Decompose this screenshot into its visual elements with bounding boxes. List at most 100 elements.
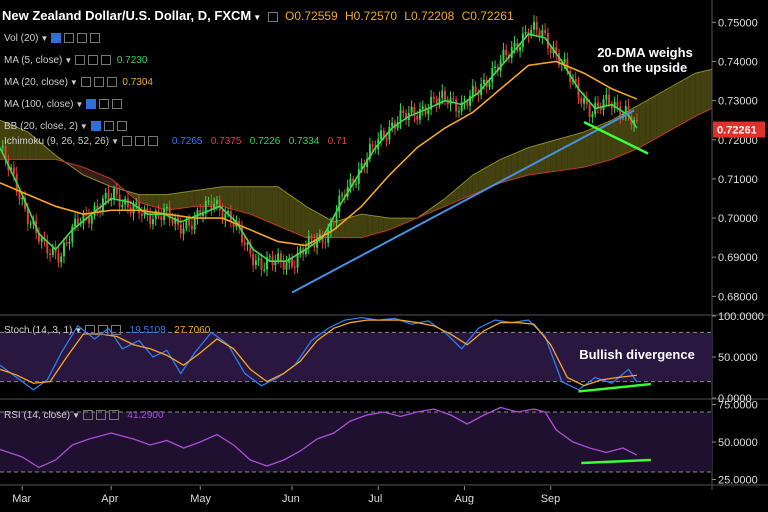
ichimoku-cloud-segment <box>77 165 84 176</box>
settings-icon[interactable] <box>134 136 145 147</box>
candle-body <box>438 97 441 106</box>
candle-body <box>37 232 40 242</box>
eye-icon[interactable] <box>83 410 94 421</box>
eye-icon[interactable] <box>75 55 86 66</box>
candle-body <box>174 217 177 224</box>
chevron-down-icon[interactable]: ▼ <box>111 137 119 146</box>
ichimoku-cloud-segment <box>178 192 184 209</box>
candle-body <box>299 248 302 253</box>
candle-body <box>535 22 538 31</box>
candle-body <box>210 200 213 210</box>
eye-icon[interactable] <box>80 77 91 88</box>
close-icon[interactable] <box>109 410 120 421</box>
ichimoku-cloud-segment <box>233 186 240 212</box>
support-trendline <box>291 109 635 294</box>
chevron-down-icon[interactable]: ▼ <box>79 122 88 131</box>
eye-icon[interactable] <box>86 99 97 110</box>
indicator-label: RSI (14, close) <box>4 410 71 421</box>
symbol-title[interactable]: New Zealand Dollar/U.S. Dollar, D, FXCM <box>2 8 252 23</box>
stoch-panel-label[interactable]: Stoch (14, 3, 1) ▼ 19.5108 27.7060 <box>4 325 210 336</box>
chevron-down-icon[interactable]: ▼ <box>40 34 49 43</box>
price-tick-label: 0.73000 <box>718 96 758 108</box>
close-icon[interactable] <box>111 325 122 336</box>
ichimoku-cloud-segment <box>483 165 490 190</box>
ichimoku-cloud-segment <box>89 169 95 180</box>
settings-icon[interactable] <box>103 121 114 132</box>
plus-icon[interactable] <box>77 33 88 44</box>
ichimoku-cloud-segment <box>83 167 89 178</box>
ichimoku-cloud-segment <box>695 71 701 117</box>
high-value: 0.72570 <box>353 9 398 23</box>
chevron-down-icon[interactable]: ▼ <box>75 100 84 109</box>
ichimoku-cloud-segment <box>11 124 17 160</box>
candle-body <box>496 66 499 71</box>
candle-body <box>391 122 394 127</box>
candle-body <box>46 241 49 254</box>
ichimoku-cloud-segment <box>528 146 534 176</box>
eye-icon[interactable] <box>90 121 101 132</box>
settings-icon[interactable] <box>93 77 104 88</box>
indicator-ma5[interactable]: MA (5, close) ▼ 0.7230 <box>4 55 147 66</box>
settings-icon[interactable] <box>98 325 109 336</box>
price-tick-label: 0.70000 <box>718 213 758 225</box>
close-icon[interactable] <box>106 77 117 88</box>
indicator-ichimoku[interactable]: Ichimoku (9, 26, 52, 26) ▼ 0.7265 0.7375 … <box>4 136 347 147</box>
candle-body <box>263 269 266 271</box>
eye-icon[interactable] <box>51 33 62 44</box>
candle-body <box>40 237 43 242</box>
close-icon[interactable] <box>101 55 112 66</box>
settings-icon[interactable] <box>88 55 99 66</box>
ichimoku-cloud-segment <box>133 193 140 203</box>
ichimoku-cloud-segment <box>467 175 473 197</box>
settings-icon[interactable] <box>64 33 75 44</box>
ichimoku-cloud-segment <box>261 186 267 222</box>
eye-icon[interactable] <box>121 136 132 147</box>
oscillator-divergence-line <box>581 458 651 465</box>
chevron-down-icon[interactable]: ▼ <box>69 78 78 87</box>
time-tick-label: Jul <box>368 493 382 505</box>
candle-body <box>605 94 608 100</box>
candle-body <box>466 101 469 106</box>
oscillator-line-rsi <box>0 406 638 469</box>
chevron-down-icon[interactable]: ▼ <box>253 13 262 22</box>
candle-body <box>635 120 638 122</box>
candle-body <box>558 53 561 65</box>
candle-body <box>204 200 207 214</box>
indicator-ma20[interactable]: MA (20, close) ▼ 0.7304 <box>4 77 153 88</box>
candle-body <box>455 99 458 112</box>
candle-body <box>4 145 7 160</box>
close-icon[interactable] <box>147 136 158 147</box>
ichimoku-cloud-segment <box>22 129 28 160</box>
chevron-down-icon[interactable]: ▼ <box>64 56 73 65</box>
time-tick-label: Apr <box>101 493 118 505</box>
time-tick-label: Aug <box>454 493 474 505</box>
candle-body <box>452 98 455 100</box>
chevron-down-icon[interactable]: ▼ <box>72 411 81 420</box>
close-icon[interactable] <box>112 99 123 110</box>
price-tick-label: 0.75000 <box>718 17 758 29</box>
settings-icon[interactable] <box>267 11 278 22</box>
indicator-label: Stoch (14, 3, 1) <box>4 325 73 336</box>
close-icon[interactable] <box>90 33 101 44</box>
chevron-down-icon[interactable]: ▼ <box>74 326 83 335</box>
indicator-ma100[interactable]: MA (100, close) ▼ <box>4 99 123 110</box>
indicator-bb[interactable]: BB (20, close, 2) ▼ <box>4 121 127 132</box>
candle-body <box>585 98 588 105</box>
candle-body <box>343 194 346 197</box>
rsi-panel-label[interactable]: RSI (14, close) ▼ 41.2900 <box>4 410 164 421</box>
ichimoku-cloud-segment <box>200 189 206 207</box>
candle-body <box>360 163 363 170</box>
ichimoku-cloud-segment <box>400 218 407 226</box>
candle-body <box>421 106 424 110</box>
settings-icon[interactable] <box>99 99 110 110</box>
ichimoku-cloud-segment <box>372 215 379 235</box>
candle-body <box>488 82 491 87</box>
eye-icon[interactable] <box>85 325 96 336</box>
close-icon[interactable] <box>116 121 127 132</box>
chart-header: New Zealand Dollar/U.S. Dollar, D, FXCM ▼… <box>2 8 514 23</box>
candle-body <box>430 97 433 110</box>
rsi-value: 41.2900 <box>127 410 164 421</box>
settings-icon[interactable] <box>96 410 107 421</box>
indicator-vol[interactable]: Vol (20) ▼ <box>4 33 101 44</box>
ichimoku-cloud-segment <box>561 136 568 171</box>
